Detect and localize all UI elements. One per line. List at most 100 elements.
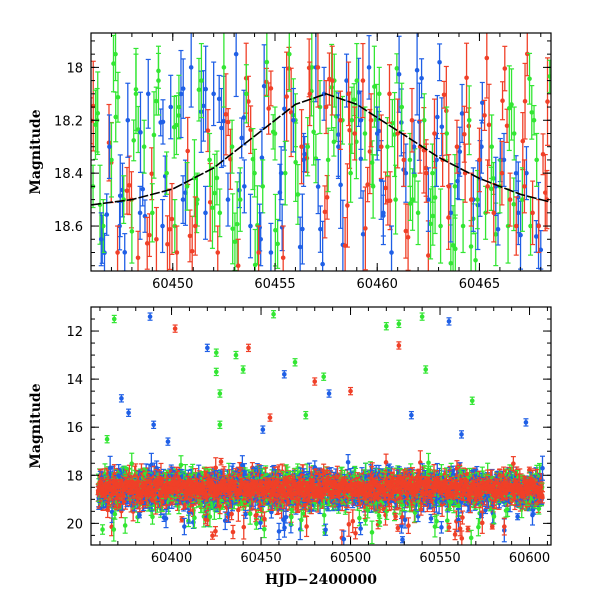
top-data-layer [91, 33, 551, 271]
top-bg-point [144, 241, 150, 246]
top-bg-point [293, 159, 298, 165]
top-bg-point [117, 193, 123, 199]
top-bg-point [448, 261, 454, 266]
top-blue-point [403, 170, 409, 176]
top-bg-point [509, 102, 514, 107]
top-red-point [432, 131, 437, 136]
top-bg-point [533, 234, 539, 239]
top-bg-point [140, 186, 146, 192]
top-green-point [354, 78, 360, 83]
top-bg-point [522, 98, 528, 104]
top-bg-point [518, 232, 523, 238]
top-bg-point [480, 100, 485, 105]
top-blue-point [426, 197, 431, 202]
top-blue-point [434, 157, 439, 163]
top-bg-point [207, 199, 213, 205]
bottom-red-point [241, 524, 247, 530]
top-bg-point [473, 257, 478, 263]
top-red-point [522, 184, 527, 189]
top-bg-point [246, 99, 251, 104]
top-bg-point [322, 209, 328, 215]
top-blue-point [501, 157, 507, 163]
top-red-point [368, 117, 374, 123]
top-bg-point [210, 205, 215, 211]
top-green-point [460, 223, 466, 229]
top-red-point [530, 210, 535, 216]
bottom-green-point [111, 527, 117, 532]
top-bg-point [363, 226, 368, 231]
bottom-green-point [254, 521, 259, 527]
top-bg-point [160, 119, 166, 125]
top-green-point [489, 144, 495, 150]
top-green-point [252, 170, 257, 176]
top-bg-point [394, 66, 400, 71]
top-green-point [430, 170, 435, 176]
top-bg-point [225, 119, 231, 125]
top-blue-point [336, 144, 341, 150]
top-bg-point [295, 192, 301, 197]
bottom-blue-point [182, 524, 187, 529]
top-bg-point [484, 55, 490, 61]
top-red-point [338, 117, 343, 123]
top-blue-point [381, 210, 386, 216]
top-bg-point [457, 149, 463, 155]
bottom-blue-point [137, 512, 142, 518]
top-red-point [346, 91, 351, 97]
top-bg-point [387, 198, 393, 204]
top-bg-point [174, 122, 179, 128]
top-bg-point [169, 216, 175, 222]
top-bg-point [318, 226, 323, 232]
top-red-point [485, 184, 490, 189]
top-green-point [438, 223, 443, 229]
top-bg-point [459, 111, 465, 116]
top-red-point [507, 197, 513, 202]
top-blue-point [203, 210, 208, 216]
top-blue-point [180, 197, 186, 202]
top-bg-point [214, 175, 220, 181]
top-green-point [244, 91, 249, 97]
top-bg-point [196, 87, 202, 93]
top-red-point [409, 117, 415, 123]
top-green-point [129, 229, 135, 234]
top-bg-point [428, 221, 433, 227]
top-green-point [528, 223, 533, 229]
top-green-point [325, 157, 331, 163]
top-green-point [444, 131, 450, 136]
top-green-point [199, 78, 204, 83]
top-red-point [307, 91, 313, 97]
top-bg-point [282, 106, 287, 112]
top-bg-point [241, 115, 247, 120]
top-blue-point [358, 117, 364, 123]
bottom-red-point [213, 528, 218, 534]
top-bg-point [511, 201, 517, 207]
top-xtick-label: 60465 [459, 277, 500, 292]
top-green-point [164, 170, 169, 176]
top-bg-point [437, 59, 442, 65]
top-bg-point [189, 248, 195, 254]
top-bg-point [396, 71, 402, 77]
top-green-point [287, 51, 292, 57]
top-bg-point [435, 114, 440, 120]
top-blue-point [160, 223, 165, 229]
top-bg-point [320, 261, 325, 267]
top-blue-point [145, 91, 151, 97]
top-green-point [260, 184, 266, 189]
top-bg-point [372, 84, 377, 89]
top-green-point [520, 197, 525, 202]
bottom-green-point [192, 515, 197, 521]
top-bg-point [504, 123, 510, 129]
top-bg-point [178, 91, 184, 97]
bottom-blue-point [243, 512, 248, 517]
bottom-red-point [179, 517, 185, 522]
top-red-point [499, 170, 505, 176]
top-blue-point [301, 157, 306, 163]
top-bg-point [126, 183, 132, 188]
top-bg-point [547, 74, 551, 79]
top-bg-point [151, 132, 157, 138]
top-bg-point [502, 66, 508, 71]
top-green-point [348, 170, 353, 176]
top-green-point [229, 144, 235, 150]
top-bg-point [284, 94, 289, 99]
top-red-point [352, 131, 358, 136]
